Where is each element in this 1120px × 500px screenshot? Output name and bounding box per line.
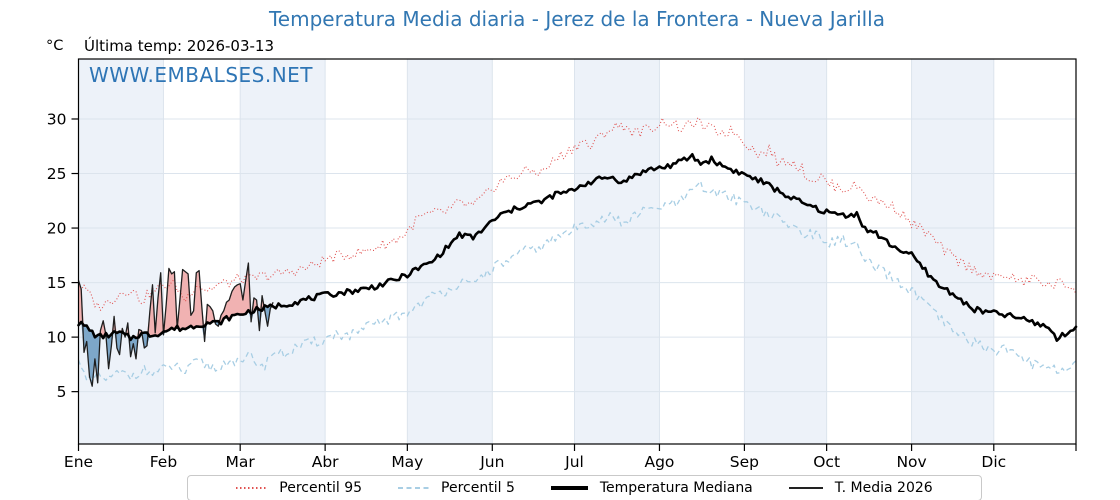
y-axis-unit-label: °C [46, 38, 64, 54]
x-tick-label: Ene [64, 453, 93, 471]
y-tick-label: 25 [47, 165, 67, 183]
legend-label-percentil-5: Percentil 5 [441, 480, 515, 496]
x-tick-label: Oct [813, 453, 840, 471]
y-tick-label: 30 [47, 110, 67, 128]
month-band [240, 59, 326, 444]
x-tick-label: Jun [479, 453, 504, 471]
month-band [911, 59, 994, 444]
plot-border [77, 58, 1077, 445]
x-tick-label: Nov [896, 453, 926, 471]
x-tick-label: Sep [730, 453, 759, 471]
month-band [407, 59, 493, 444]
p95-line-sample-icon [236, 487, 268, 489]
legend-label-mediana: Temperatura Mediana [599, 480, 753, 496]
month-band [78, 59, 164, 444]
last-temp-label: Última temp: 2026-03-13 [84, 37, 275, 55]
legend-label-t-media-2026: T. Media 2026 [834, 480, 933, 496]
x-tick-label: Ago [644, 453, 674, 471]
legend-item-percentil-95: Percentil 95 [236, 480, 362, 496]
mediana-line-sample-icon [550, 486, 588, 490]
x-tick-label: Feb [150, 453, 177, 471]
legend-item-mediana: Temperatura Mediana [550, 480, 753, 496]
t2026-line-sample-icon [788, 487, 823, 489]
y-tick-label: 5 [57, 383, 67, 401]
x-tick-label: Mar [226, 453, 256, 471]
y-tick-label: 15 [47, 274, 67, 292]
y-tick-label: 10 [47, 329, 67, 347]
chart-title: Temperatura Media diaria - Jerez de la F… [268, 7, 885, 31]
watermark-text: WWW.EMBALSES.NET [89, 63, 314, 87]
x-tick-label: Abr [312, 453, 339, 471]
percentil-95-line [78, 117, 1077, 311]
month-band [574, 59, 660, 444]
t-media-2026-line [77, 262, 274, 387]
legend: Percentil 95 Percentil 5 Temperatura Med… [187, 475, 982, 500]
y-tick-label: 20 [47, 220, 67, 238]
x-tick-label: Jul [564, 453, 584, 471]
x-tick-label: Dic [981, 453, 1006, 471]
mediana-line [77, 153, 1078, 342]
percentil-5-line [77, 180, 1077, 382]
p5-line-sample-icon [398, 487, 430, 489]
legend-item-percentil-5: Percentil 5 [398, 480, 515, 496]
x-tick-label: May [391, 453, 423, 471]
month-band [744, 59, 827, 444]
legend-item-t-media-2026: T. Media 2026 [788, 480, 933, 496]
legend-label-percentil-95: Percentil 95 [279, 480, 363, 496]
